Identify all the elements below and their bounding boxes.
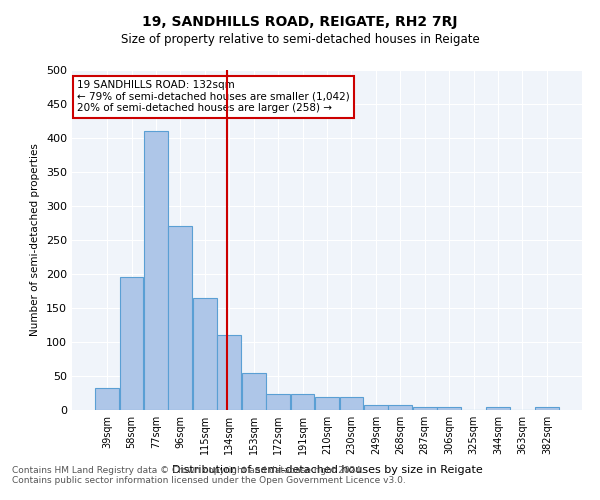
X-axis label: Distribution of semi-detached houses by size in Reigate: Distribution of semi-detached houses by … — [172, 466, 482, 475]
Text: 19, SANDHILLS ROAD, REIGATE, RH2 7RJ: 19, SANDHILLS ROAD, REIGATE, RH2 7RJ — [142, 15, 458, 29]
Bar — [266, 394, 290, 410]
Bar — [95, 388, 119, 410]
Bar — [193, 298, 217, 410]
Bar — [388, 404, 412, 410]
Bar — [486, 406, 510, 410]
Bar — [169, 226, 192, 410]
Bar — [340, 397, 364, 410]
Bar — [242, 372, 266, 410]
Text: Contains HM Land Registry data © Crown copyright and database right 2024.
Contai: Contains HM Land Registry data © Crown c… — [12, 466, 406, 485]
Bar — [315, 397, 339, 410]
Y-axis label: Number of semi-detached properties: Number of semi-detached properties — [31, 144, 40, 336]
Bar — [364, 404, 388, 410]
Bar — [535, 406, 559, 410]
Text: Size of property relative to semi-detached houses in Reigate: Size of property relative to semi-detach… — [121, 32, 479, 46]
Text: 19 SANDHILLS ROAD: 132sqm
← 79% of semi-detached houses are smaller (1,042)
20% : 19 SANDHILLS ROAD: 132sqm ← 79% of semi-… — [77, 80, 350, 114]
Bar — [217, 335, 241, 410]
Bar — [413, 408, 437, 410]
Bar — [437, 408, 461, 410]
Bar — [290, 394, 314, 410]
Bar — [119, 276, 143, 410]
Bar — [144, 131, 168, 410]
